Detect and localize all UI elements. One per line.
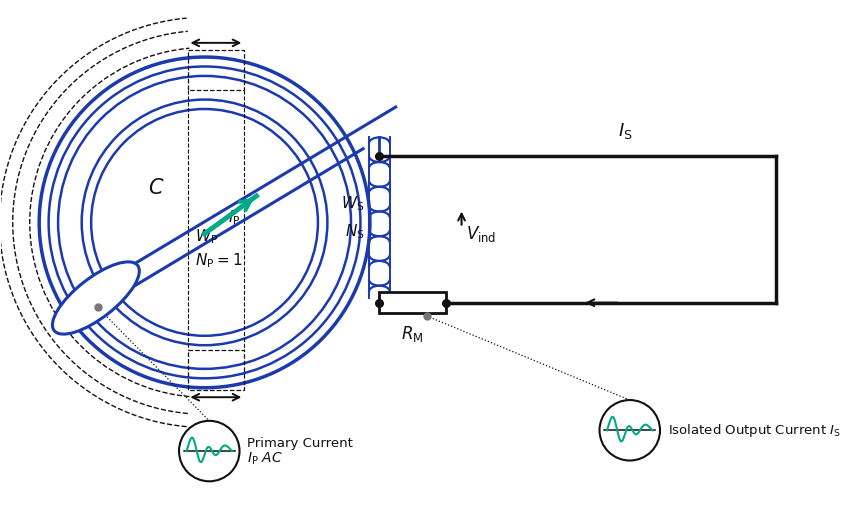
- Text: $V_\mathsf{ind}$: $V_\mathsf{ind}$: [466, 224, 496, 244]
- Bar: [379, 292, 445, 313]
- Text: $W_\mathsf{S}$: $W_\mathsf{S}$: [341, 194, 365, 213]
- Text: $I_\mathsf{P}$ AC: $I_\mathsf{P}$ AC: [247, 451, 283, 467]
- Text: Primary Current: Primary Current: [247, 437, 353, 450]
- Bar: [187, 350, 244, 389]
- Text: $I_\mathsf{S}$: $I_\mathsf{S}$: [618, 121, 633, 141]
- Text: $W_\mathsf{P}$: $W_\mathsf{P}$: [195, 227, 218, 246]
- Text: Isolated Output Current $I_\mathsf{S}$: Isolated Output Current $I_\mathsf{S}$: [667, 422, 840, 439]
- Text: $I_\mathsf{P}$: $I_\mathsf{P}$: [228, 208, 240, 227]
- Text: $C$: $C$: [148, 178, 164, 198]
- Text: $N_\mathsf{P}=1$: $N_\mathsf{P}=1$: [195, 251, 242, 270]
- Text: $R_\mathsf{M}$: $R_\mathsf{M}$: [401, 325, 424, 345]
- Ellipse shape: [52, 262, 140, 334]
- Bar: [187, 51, 244, 90]
- Text: $N_\mathsf{S}$: $N_\mathsf{S}$: [345, 222, 365, 241]
